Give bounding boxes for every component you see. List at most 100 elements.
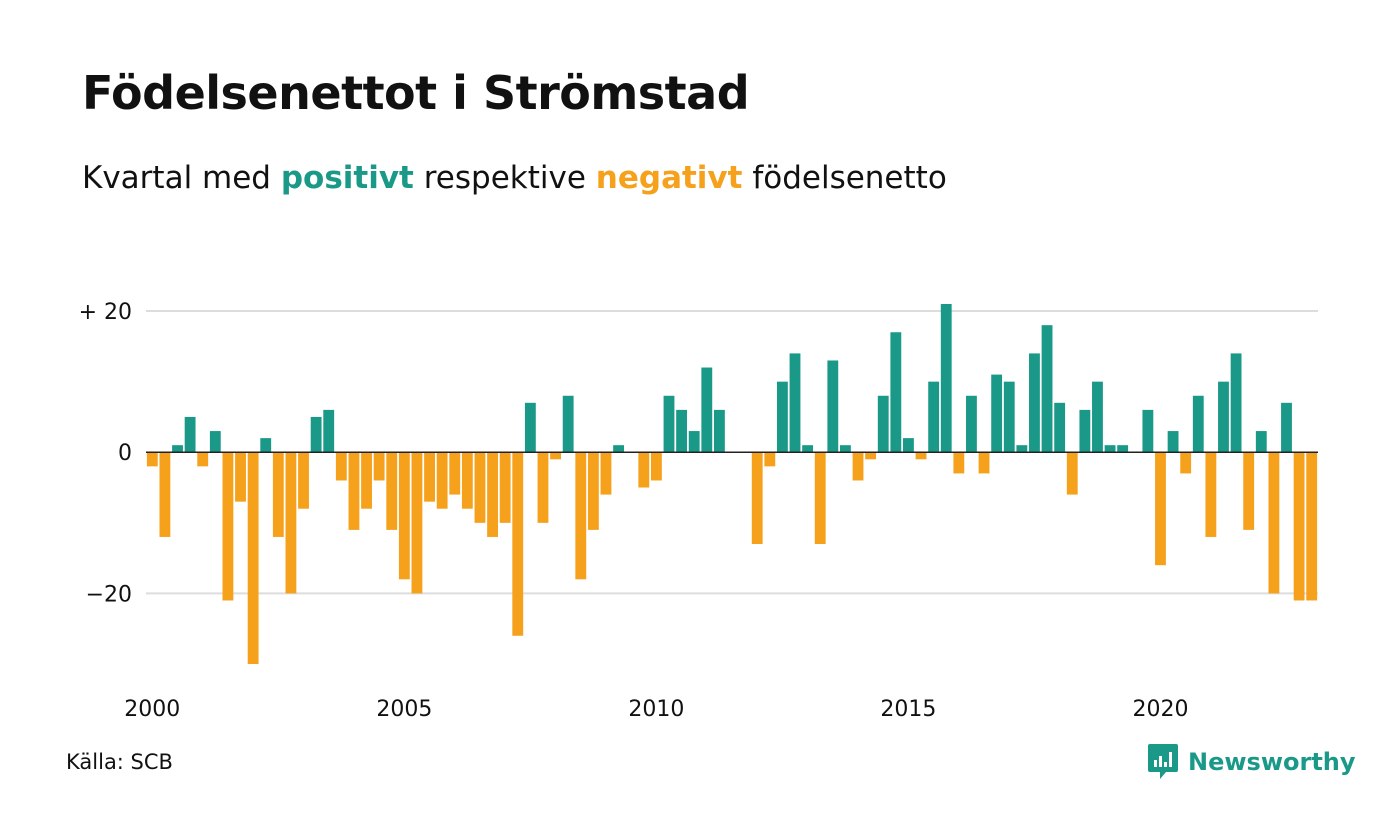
bar-2002-k3 <box>272 452 284 537</box>
bar-2005-k3 <box>424 452 435 502</box>
bar-2002-k1 <box>247 452 259 664</box>
grid-layer <box>146 310 1318 595</box>
bar-2020-k1 <box>1155 452 1166 566</box>
bar-2019-k1 <box>1104 445 1116 453</box>
subtitle-suffix: födelsenetto <box>742 160 947 196</box>
bar-2020-k3 <box>1180 452 1192 474</box>
bar-2019-k2 <box>1117 445 1129 453</box>
axis-layer: + 20 0 −20 2000 2005 2010 2015 2020 <box>79 300 1318 722</box>
bar-2021-k2 <box>1218 381 1229 453</box>
bar-2014-k2 <box>865 452 877 460</box>
bar-2014-k3 <box>877 395 889 453</box>
bar-2012-k1 <box>751 452 763 544</box>
bar-2015-k2 <box>915 452 927 460</box>
bar-2018-k3 <box>1079 409 1091 453</box>
bar-2010-k1 <box>650 452 662 481</box>
bar-2016-k1 <box>953 452 965 474</box>
bar-2005-k4 <box>436 452 448 509</box>
bar-2017-k2 <box>1016 445 1028 453</box>
bar-2005-k2 <box>411 452 423 594</box>
y-tick-label: 0 <box>118 441 132 466</box>
bar-2003-k4 <box>335 452 347 481</box>
bar-2006-k1 <box>449 452 461 495</box>
bar-2007-k2 <box>512 452 524 636</box>
bar-2011-k1 <box>701 367 713 453</box>
bar-2004-k1 <box>348 452 360 530</box>
chart-title: Födelsenettot i Strömstad <box>82 66 750 120</box>
bar-2013-k1 <box>802 445 814 453</box>
bar-2001-k3 <box>222 452 234 601</box>
bar-2022-k3 <box>1281 402 1292 453</box>
bar-2017-k1 <box>1003 381 1015 453</box>
bar-2011-k2 <box>713 409 725 453</box>
bar-2001-k1 <box>197 452 209 467</box>
bar-2009-k2 <box>613 445 624 453</box>
x-tick-label: 2005 <box>376 697 432 722</box>
bar-2003-k2 <box>310 416 322 453</box>
bar-2009-k1 <box>600 452 612 495</box>
bar-2015-k4 <box>940 304 952 453</box>
bar-2013-k3 <box>827 360 839 453</box>
bar-2010-k2 <box>663 395 675 453</box>
bar-2002-k2 <box>260 438 272 453</box>
bar-2007-k4 <box>537 452 549 523</box>
bar-2006-k3 <box>474 452 486 523</box>
bar-2005-k1 <box>398 452 410 580</box>
x-tick-label: 2020 <box>1132 697 1188 722</box>
bar-2017-k4 <box>1041 325 1053 453</box>
bar-2008-k1 <box>550 452 561 460</box>
bar-2021-k4 <box>1243 452 1255 530</box>
bar-2012-k3 <box>776 381 788 453</box>
subtitle-negative-word: negativt <box>595 160 743 196</box>
bar-2021-k1 <box>1205 452 1217 537</box>
bar-2004-k2 <box>361 452 372 509</box>
bar-2021-k3 <box>1230 353 1242 453</box>
brand-logo: Newsworthy <box>1146 742 1356 782</box>
bar-2022-k1 <box>1255 431 1267 453</box>
brand-name: Newsworthy <box>1188 748 1356 776</box>
bar-2003-k3 <box>323 409 335 453</box>
bar-2015-k1 <box>903 438 914 453</box>
bar-2022-k2 <box>1268 452 1280 594</box>
bar-2015-k3 <box>928 381 940 453</box>
chart-subtitle: Kvartal med positivt respektive negativt… <box>82 160 947 196</box>
bar-2006-k4 <box>487 452 498 537</box>
bar-2000-k3 <box>172 445 183 453</box>
bar-2018-k1 <box>1054 402 1066 453</box>
subtitle-prefix: Kvartal med <box>82 160 281 196</box>
subtitle-positive-word: positivt <box>280 160 414 196</box>
bar-2009-k4 <box>638 452 650 488</box>
bar-2014-k1 <box>852 452 864 481</box>
bar-2020-k2 <box>1167 431 1179 453</box>
bar-2001-k2 <box>209 431 221 453</box>
bar-chart: + 20 0 −20 2000 2005 2010 2015 2020 <box>79 300 1318 722</box>
bar-2014-k4 <box>890 332 902 453</box>
bar-2002-k4 <box>285 452 297 594</box>
bar-2016-k2 <box>966 395 977 453</box>
bar-2016-k4 <box>991 374 1003 453</box>
bar-2000-k4 <box>184 416 196 453</box>
bar-2006-k2 <box>461 452 473 509</box>
bar-2022-k4 <box>1293 452 1305 601</box>
bar-2013-k2 <box>814 452 826 544</box>
source-note: Källa: SCB <box>66 750 173 774</box>
newsworthy-chart-bubble-icon <box>1148 744 1178 779</box>
y-tick-label: −20 <box>86 582 132 607</box>
bar-2008-k4 <box>587 452 599 530</box>
bar-2008-k3 <box>575 452 587 580</box>
bar-2008-k2 <box>562 395 574 453</box>
bar-2007-k1 <box>499 452 511 523</box>
bar-2010-k3 <box>676 409 688 453</box>
bar-2003-k1 <box>298 452 309 509</box>
x-tick-label: 2010 <box>628 697 684 722</box>
subtitle-middle: respektive <box>413 160 596 196</box>
bar-2017-k3 <box>1029 353 1040 453</box>
bar-layer <box>146 304 1318 664</box>
bar-2012-k4 <box>789 353 801 453</box>
bar-2001-k4 <box>235 452 246 502</box>
bar-2012-k2 <box>764 452 776 467</box>
bar-2013-k4 <box>840 445 851 453</box>
bar-2023-k1 <box>1306 452 1318 601</box>
x-tick-label: 2015 <box>880 697 936 722</box>
bar-2010-k4 <box>688 431 700 453</box>
